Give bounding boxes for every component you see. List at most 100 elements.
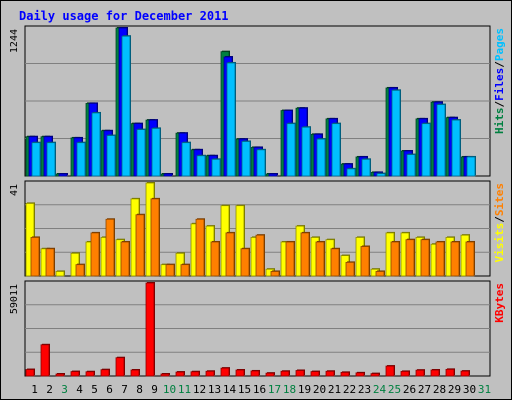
legend-entry: KBytes [493,283,506,323]
bar-sites-day-7 [120,241,130,277]
series-sites [30,197,475,277]
bar-visits-day-15 [235,205,245,277]
bar-sites-day-26 [405,239,415,277]
day-label-9: 9 [151,383,158,396]
bar-kbytes-day-6 [100,369,110,377]
bar-kbytes-day-5 [85,371,95,377]
bar-kbytes-day-11 [175,371,185,377]
day-label-25: 25 [388,383,401,396]
bar-sites-day-13 [210,241,220,277]
bar-sites-day-5 [90,232,100,277]
bar-kbytes-day-16 [250,370,260,377]
bar-sites-day-21 [330,248,340,277]
bar-pages-day-18 [286,123,296,177]
bar-kbytes-day-4 [70,371,80,377]
bar-pages-day-21 [331,123,341,177]
bar-visits-day-3 [55,271,65,277]
bar-pages-day-7 [121,35,131,177]
bar-kbytes-day-10 [160,373,170,377]
bar-sites-day-11 [180,264,190,277]
bar-kbytes-day-3 [55,373,65,377]
bar-pages-day-19 [301,126,311,177]
bar-pages-day-30 [466,156,476,177]
legend-entry: Sites [493,183,506,216]
panel-kbytes-ymax-label: 59011 [9,284,20,314]
bar-sites-day-12 [195,218,205,277]
legend-entry: / [493,101,506,108]
bar-kbytes-day-14 [220,367,230,377]
day-label-20: 20 [313,383,326,396]
bar-pages-day-25 [391,89,401,177]
day-label-14: 14 [223,383,237,396]
day-label-21: 21 [328,383,341,396]
day-label-30: 30 [463,383,476,396]
bar-kbytes-day-8 [130,369,140,377]
day-label-31: 31 [478,383,491,396]
bar-pages-day-8 [136,129,146,177]
bar-kbytes-day-28 [430,369,440,377]
day-label-11: 11 [178,383,191,396]
bar-kbytes-day-27 [415,369,425,377]
bar-sites-day-2 [45,248,55,277]
day-label-19: 19 [298,383,311,396]
day-label-15: 15 [238,383,251,396]
bar-pages-day-4 [76,142,86,177]
bar-kbytes-day-7 [115,357,125,377]
bar-kbytes-day-19 [295,370,305,377]
legend-entry: Hits [493,108,506,135]
bar-sites-day-28 [435,241,445,277]
panel-visits: 41 Visits/Sites [9,180,506,277]
bar-sites-day-10 [165,264,175,277]
bar-pages-day-28 [436,104,446,177]
bar-kbytes-day-20 [310,371,320,377]
panel-visits-legend: Visits/Sites [493,183,506,263]
bar-sites-day-18 [285,241,295,277]
panel-kbytes: 59011 KBytes [9,280,506,377]
bar-pages-day-27 [421,123,431,177]
day-label-24: 24 [373,383,387,396]
bar-files-day-17 [268,173,278,177]
bar-sites-day-6 [105,218,115,277]
bar-sites-day-16 [255,234,265,277]
day-label-28: 28 [433,383,446,396]
day-label-18: 18 [283,383,296,396]
day-label-4: 4 [76,383,83,396]
bar-kbytes-day-26 [400,371,410,377]
bar-sites-day-29 [450,241,460,277]
bar-pages-day-26 [406,154,416,177]
series-kbytes [25,282,470,377]
bar-kbytes-day-22 [340,371,350,377]
bar-sites-day-1 [30,237,40,277]
bar-files-day-10 [163,173,173,177]
day-label-6: 6 [106,383,113,396]
legend-entry: Files [493,68,506,101]
bar-pages-day-15 [241,141,251,177]
bar-pages-day-9 [151,128,161,177]
bar-sites-day-9 [150,198,160,277]
day-label-16: 16 [253,383,266,396]
day-label-12: 12 [193,383,206,396]
bar-pages-day-5 [91,112,101,177]
bar-pages-day-29 [451,119,461,177]
bar-kbytes-day-18 [280,370,290,377]
legend-entry: Visits [493,223,506,263]
bar-pages-day-22 [346,168,356,177]
bar-sites-day-8 [135,214,145,277]
day-label-5: 5 [91,383,98,396]
bar-sites-day-27 [420,239,430,277]
bar-sites-day-19 [300,232,310,277]
series-pages [31,35,476,177]
bar-pages-day-20 [316,138,326,177]
bar-pages-day-23 [361,158,371,177]
day-label-27: 27 [418,383,431,396]
bar-pages-day-16 [256,149,266,177]
day-axis-labels: 1 2 3 4 5 6 7 8 9 10 11 12 13 14 15 16 17 18 19 20 21 22 23 24 2… [31,383,491,396]
day-label-29: 29 [448,383,461,396]
bar-sites-day-22 [345,261,355,277]
bar-kbytes-day-25 [385,365,395,377]
bar-pages-day-13 [211,158,221,177]
bar-pages-day-14 [226,62,236,177]
bar-kbytes-day-24 [370,373,380,377]
